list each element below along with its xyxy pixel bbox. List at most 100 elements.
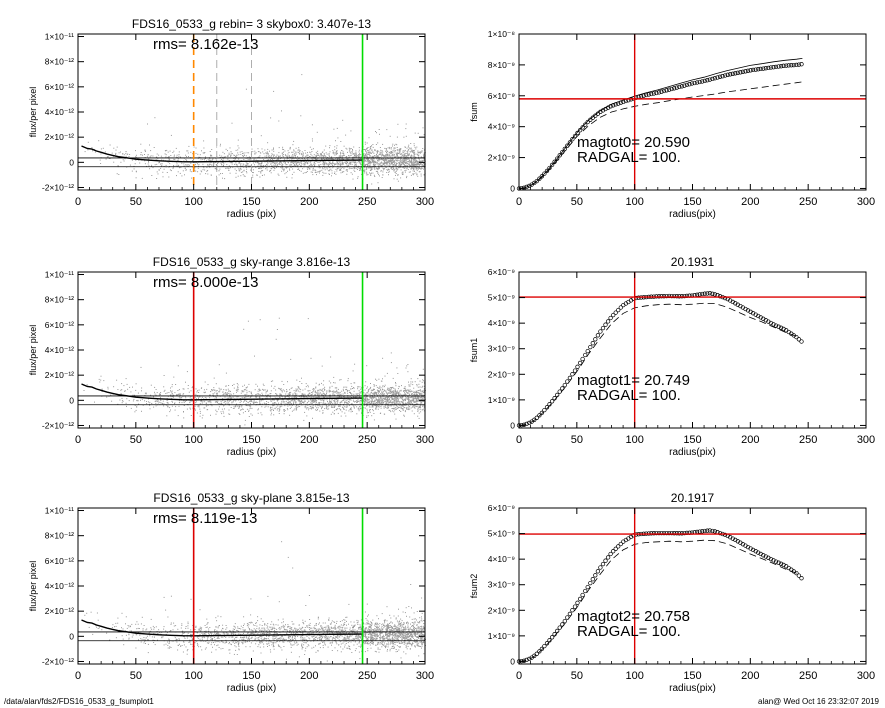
scatter-point <box>190 415 192 416</box>
scatter-point <box>282 402 284 404</box>
scatter-point <box>414 168 416 170</box>
scatter-point <box>283 413 285 415</box>
scatter-point <box>249 408 251 409</box>
scatter-point <box>312 391 314 392</box>
scatter-point <box>320 402 322 404</box>
scatter-point <box>245 403 247 405</box>
scatter-point <box>176 156 178 158</box>
scatter-point <box>375 170 377 172</box>
scatter-point <box>408 160 409 162</box>
data-point <box>672 86 677 91</box>
scatter-point <box>372 144 374 145</box>
scatter-point <box>123 160 125 162</box>
scatter-point <box>157 399 159 401</box>
scatter-point <box>260 412 262 414</box>
scatter-point <box>318 402 319 404</box>
scatter-point <box>245 400 247 402</box>
scatter-point <box>292 393 294 395</box>
scatter-point <box>358 155 360 156</box>
scatter-point <box>255 394 257 396</box>
scatter-point <box>217 163 219 164</box>
scatter-point <box>419 151 421 153</box>
scatter-point <box>411 395 413 397</box>
scatter-point <box>248 405 250 407</box>
scatter-point <box>242 155 243 157</box>
scatter-point <box>284 397 286 399</box>
scatter-point <box>377 406 379 408</box>
scatter-point <box>286 403 288 405</box>
scatter-point <box>311 158 313 160</box>
scatter-point <box>395 152 397 154</box>
scatter-point <box>198 404 200 406</box>
scatter-point <box>342 166 344 168</box>
scatter-point <box>216 159 218 161</box>
scatter-point <box>356 155 358 157</box>
scatter-point <box>253 159 255 161</box>
scatter-point <box>393 407 395 409</box>
scatter-point <box>393 391 395 393</box>
scatter-point <box>299 400 301 402</box>
scatter-point <box>364 399 366 401</box>
scatter-point <box>183 163 185 165</box>
scatter-point <box>144 157 146 158</box>
scatter-point <box>349 162 351 164</box>
scatter-point <box>413 152 415 154</box>
scatter-point <box>271 407 273 409</box>
scatter-point <box>410 160 412 162</box>
scatter-point <box>414 132 416 134</box>
scatter-point <box>368 401 370 403</box>
scatter-point <box>267 155 269 157</box>
scatter-point <box>195 170 197 172</box>
scatter-point <box>173 396 174 398</box>
scatter-point <box>238 158 240 160</box>
scatter-point <box>203 167 205 169</box>
scatter-point <box>404 159 406 161</box>
scatter-point <box>326 390 328 392</box>
scatter-point <box>124 158 126 160</box>
scatter-point <box>378 394 380 396</box>
scatter-point <box>376 151 378 153</box>
scatter-point <box>397 405 399 407</box>
scatter-point <box>252 172 254 173</box>
scatter-point <box>276 158 278 160</box>
scatter-point <box>377 155 379 156</box>
scatter-point <box>376 393 377 395</box>
scatter-point <box>420 399 422 401</box>
scatter-point <box>238 399 240 401</box>
scatter-point <box>384 386 385 388</box>
scatter-point <box>344 401 346 403</box>
scatter-point <box>337 162 339 164</box>
scatter-point <box>304 155 306 157</box>
scatter-point <box>185 164 187 166</box>
scatter-point <box>399 402 401 404</box>
scatter-point <box>236 389 238 391</box>
scatter-point <box>385 154 387 155</box>
scatter-point <box>219 403 221 405</box>
scatter-point <box>262 383 264 385</box>
scatter-point <box>410 155 412 157</box>
scatter-point <box>235 162 237 164</box>
scatter-point <box>131 170 133 172</box>
scatter-point <box>367 164 369 166</box>
scatter-point <box>388 402 390 404</box>
scatter-point <box>285 172 287 174</box>
scatter-point <box>382 153 383 155</box>
scatter-point <box>379 413 381 414</box>
scatter-point <box>228 413 230 415</box>
scatter-point <box>264 155 266 157</box>
scatter-point <box>107 388 109 390</box>
scatter-point <box>405 393 407 395</box>
scatter-point <box>327 163 329 165</box>
scatter-point <box>223 402 225 404</box>
scatter-point <box>298 147 300 149</box>
scatter-point <box>317 390 319 392</box>
scatter-point <box>211 389 213 390</box>
scatter-point <box>276 394 278 396</box>
scatter-point <box>334 394 335 396</box>
scatter-point <box>295 147 297 149</box>
scatter-point <box>367 161 369 163</box>
data-point <box>776 64 781 69</box>
scatter-point <box>402 151 404 153</box>
scatter-point <box>413 162 415 164</box>
scatter-point <box>371 150 373 152</box>
